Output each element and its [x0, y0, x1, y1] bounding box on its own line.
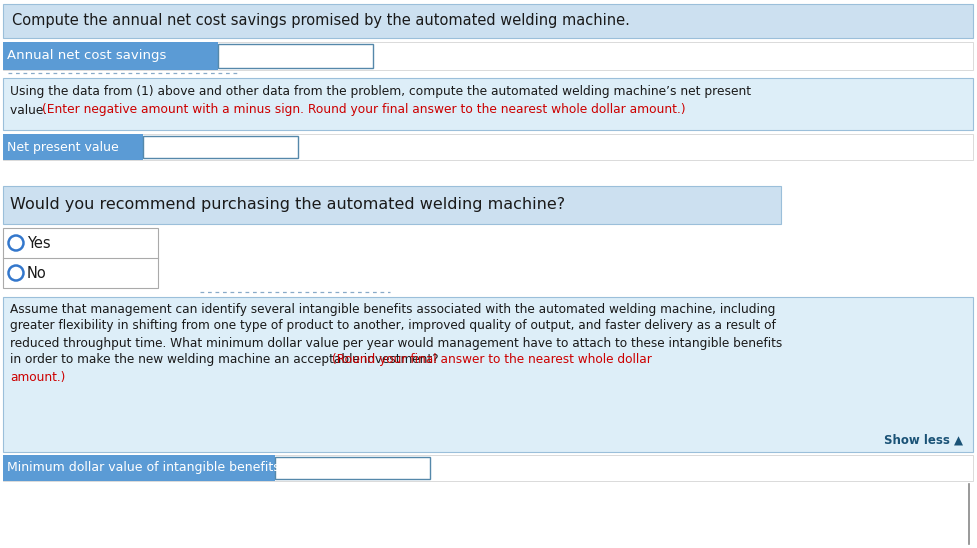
- Text: reduced throughput time. What minimum dollar value per year would management hav: reduced throughput time. What minimum do…: [10, 336, 782, 350]
- FancyBboxPatch shape: [3, 134, 972, 160]
- Text: greater flexibility in shifting from one type of product to another, improved qu: greater flexibility in shifting from one…: [10, 319, 775, 333]
- Text: Yes: Yes: [27, 236, 51, 250]
- FancyBboxPatch shape: [3, 228, 158, 288]
- FancyBboxPatch shape: [3, 134, 143, 160]
- FancyBboxPatch shape: [3, 42, 218, 70]
- Text: Assume that management can identify several intangible benefits associated with : Assume that management can identify seve…: [10, 302, 775, 316]
- Text: value.: value.: [10, 104, 51, 117]
- FancyBboxPatch shape: [3, 455, 972, 481]
- Text: (Enter negative amount with a minus sign. Round your final answer to the nearest: (Enter negative amount with a minus sign…: [42, 104, 685, 117]
- Text: (Round your final answer to the nearest whole dollar: (Round your final answer to the nearest …: [331, 353, 651, 367]
- Text: Net present value: Net present value: [7, 140, 118, 153]
- Text: Would you recommend purchasing the automated welding machine?: Would you recommend purchasing the autom…: [10, 197, 565, 213]
- FancyBboxPatch shape: [3, 186, 781, 224]
- FancyBboxPatch shape: [3, 455, 275, 481]
- Text: amount.): amount.): [10, 370, 65, 384]
- FancyBboxPatch shape: [143, 136, 298, 158]
- Text: in order to make the new welding machine an acceptable investment?: in order to make the new welding machine…: [10, 353, 442, 367]
- FancyBboxPatch shape: [3, 42, 972, 70]
- Text: No: No: [27, 265, 47, 281]
- Text: Minimum dollar value of intangible benefits: Minimum dollar value of intangible benef…: [7, 461, 279, 475]
- FancyBboxPatch shape: [3, 4, 972, 38]
- FancyBboxPatch shape: [275, 457, 430, 479]
- FancyBboxPatch shape: [3, 297, 972, 452]
- Text: Compute the annual net cost savings promised by the automated welding machine.: Compute the annual net cost savings prom…: [12, 14, 629, 28]
- Text: Annual net cost savings: Annual net cost savings: [7, 49, 166, 62]
- Text: Using the data from (1) above and other data from the problem, compute the autom: Using the data from (1) above and other …: [10, 85, 750, 99]
- FancyBboxPatch shape: [3, 78, 972, 130]
- Text: Show less ▲: Show less ▲: [883, 433, 962, 447]
- FancyBboxPatch shape: [218, 44, 372, 68]
